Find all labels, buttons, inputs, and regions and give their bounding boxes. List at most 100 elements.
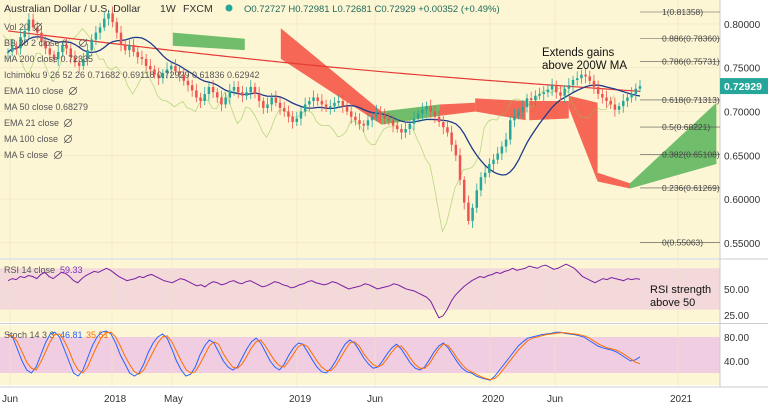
chart-source: FXCM	[183, 3, 213, 15]
ma200-line	[7, 30, 641, 92]
candle-body	[270, 97, 273, 105]
rsi-annotation-line: above 50	[650, 297, 695, 309]
candle-body	[186, 80, 190, 86]
candle-body	[282, 107, 286, 112]
stoch-title: Stoch 14 3 3	[4, 330, 55, 340]
candle-body	[446, 127, 449, 133]
candle-body	[291, 116, 294, 122]
candle-body	[488, 164, 491, 173]
candle-body	[203, 93, 206, 101]
candle-body	[52, 54, 56, 59]
fib-level-label: 1(0.81358)	[662, 7, 703, 17]
candle-body	[538, 93, 541, 96]
candle-body	[61, 44, 64, 52]
candle-body	[107, 13, 110, 19]
indicator-legend-0: Vol 20	[4, 22, 29, 32]
candle-body	[82, 58, 85, 66]
candle-body	[303, 104, 307, 112]
candle-body	[10, 45, 14, 52]
candle-body	[245, 92, 248, 96]
candle-body	[366, 120, 370, 126]
price-annotation-line: above 200W MA	[542, 60, 627, 72]
fib-level-label: 0.382(0.65108)	[662, 149, 720, 159]
candle-body	[128, 44, 131, 51]
candle-body	[40, 32, 43, 42]
last-price-badge	[720, 78, 768, 95]
price-annotation-line: Extends gains	[542, 47, 614, 59]
candle-body	[287, 111, 290, 117]
candle-body	[596, 86, 600, 94]
x-tick-label: 2020	[482, 394, 505, 405]
candle-body	[312, 97, 315, 101]
candle-body	[433, 111, 437, 117]
fib-level-label: 0(0.55063)	[662, 237, 703, 247]
y-tick-label: 0.60000	[724, 195, 761, 206]
candle-body	[199, 97, 202, 101]
candle-body	[462, 179, 466, 203]
candle-body	[236, 86, 240, 93]
rsi-band	[0, 268, 720, 310]
candle-body	[86, 50, 89, 59]
x-tick-label: 2019	[289, 394, 312, 405]
ichimoku-cloud-bull	[172, 32, 245, 51]
candle-body	[584, 74, 587, 77]
candle-body	[161, 72, 165, 79]
candle-body	[241, 92, 244, 96]
hidden-eye-slash	[53, 150, 63, 160]
candle-body	[575, 78, 579, 80]
stoch-k-line	[7, 330, 641, 381]
candle-body	[345, 106, 349, 112]
candle-body	[458, 155, 462, 180]
candle-body	[404, 129, 407, 133]
candle-body	[320, 100, 324, 105]
candle-body	[119, 32, 123, 45]
candle-body	[395, 125, 399, 129]
candle-body	[542, 92, 545, 94]
fib-level-label: 0.886(0.78360)	[662, 33, 720, 43]
candle-body	[324, 104, 328, 108]
candle-body	[429, 106, 432, 112]
candle-body	[111, 13, 114, 23]
stoch-y-tick: 80.00	[724, 333, 749, 344]
live-indicator-icon	[225, 4, 233, 12]
fib-level-label: 0.5(0.68221)	[662, 122, 710, 132]
candle-body	[132, 44, 135, 52]
indicator-legend-1: BB 20 2 close 0	[4, 38, 67, 48]
candle-body	[308, 100, 311, 105]
candle-body	[400, 129, 403, 133]
candle-body	[416, 113, 420, 119]
candle-body	[195, 90, 198, 98]
candle-body	[77, 62, 81, 66]
ichimoku-cloud-bear	[597, 172, 630, 189]
hidden-eye-slash	[78, 38, 88, 48]
candle-body	[98, 27, 102, 33]
candle-body	[613, 104, 617, 110]
candle-body	[232, 86, 236, 91]
candle-body	[257, 93, 261, 101]
rsi-line	[7, 263, 641, 319]
indicator-legend-4: EMA 110 close	[4, 86, 63, 96]
indicator-legend-3: Ichimoku 9 26 52 26 0.71682 0.69118 0.72…	[4, 70, 260, 80]
candle-body	[387, 118, 391, 121]
candle-body	[27, 19, 31, 31]
candle-body	[349, 111, 353, 117]
candle-body	[23, 30, 26, 38]
hidden-eye-slash	[68, 86, 78, 96]
x-tick-label: Jun	[547, 394, 563, 405]
hidden-eye-icon	[79, 39, 87, 47]
candle-body	[571, 79, 575, 86]
candle-body	[144, 58, 148, 66]
hidden-eye-slash	[63, 118, 73, 128]
candle-body	[630, 93, 633, 98]
candle-body	[278, 102, 282, 108]
hidden-eye-slash	[63, 134, 73, 144]
candle-body	[249, 86, 253, 93]
y-tick-label: 0.80000	[724, 20, 761, 31]
x-tick-label: 2021	[670, 394, 693, 405]
candle-body	[442, 121, 445, 128]
ichimoku-cloud-bear	[475, 98, 526, 121]
candle-body	[555, 85, 558, 93]
candle-body	[56, 51, 60, 59]
candle-body	[521, 107, 525, 112]
